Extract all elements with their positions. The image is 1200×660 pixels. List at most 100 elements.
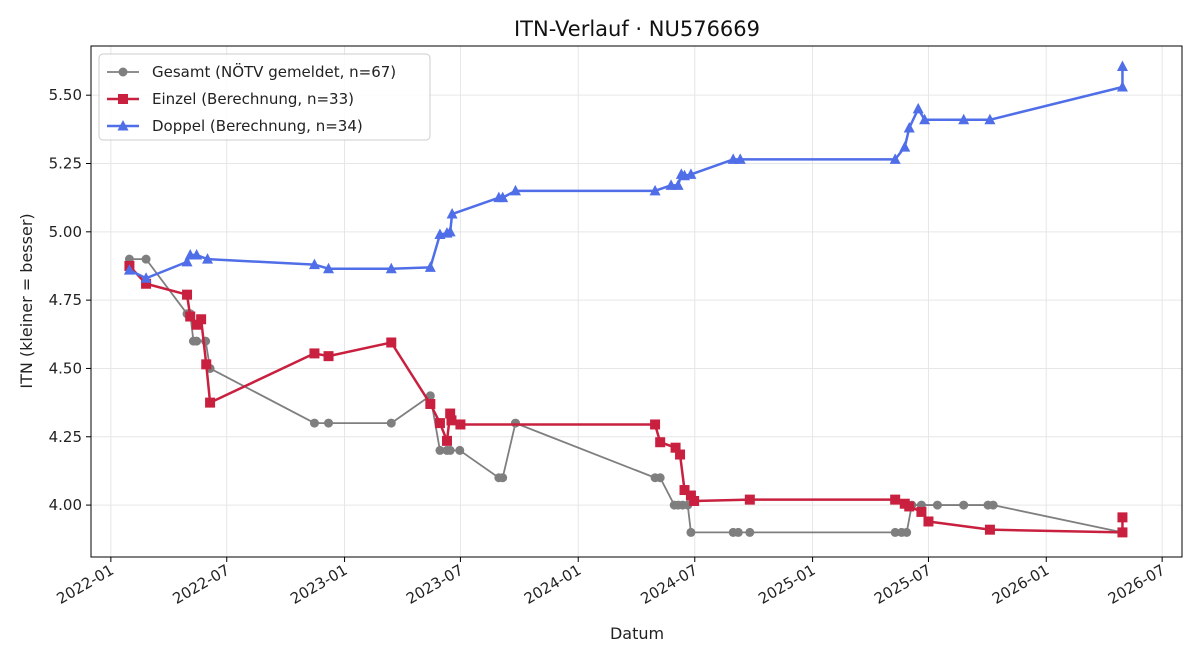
x-tick-label: 2024-07: [637, 561, 700, 608]
data-point: [191, 319, 202, 330]
data-point: [734, 153, 746, 164]
x-tick-label: 2022-01: [54, 561, 117, 608]
data-point: [424, 261, 436, 272]
data-point: [727, 153, 739, 164]
x-tick-label: 2022-07: [169, 561, 232, 608]
data-point: [903, 121, 915, 133]
data-point: [890, 527, 900, 537]
data-point: [455, 445, 465, 455]
x-axis-label: Datum: [610, 624, 664, 643]
data-point: [916, 506, 927, 517]
data-point: [670, 442, 681, 453]
data-point: [323, 262, 335, 274]
data-point: [899, 141, 911, 152]
legend-entry: [107, 67, 139, 77]
series-line: [128, 265, 1124, 534]
x-axis: 2022-01 2022-07 2023-01 2023-07 2024-01 2024-…: [54, 557, 1168, 608]
legend: Gesamt (NÖTV gemeldet, n=67) Einzel (Bere…: [98, 53, 431, 141]
data-point: [1117, 512, 1128, 523]
data-point: [733, 527, 743, 537]
data-point: [444, 225, 456, 237]
data-point: [988, 500, 998, 510]
y-tick-label: 4.00: [49, 496, 82, 514]
x-tick-label: 2026-07: [1105, 561, 1168, 608]
data-point: [509, 184, 521, 196]
x-tick-label: 2023-01: [287, 561, 350, 608]
data-point: [912, 102, 924, 114]
data-point: [309, 348, 320, 359]
data-point: [141, 254, 151, 264]
data-point: [201, 359, 212, 370]
data-point: [140, 272, 152, 283]
data-point: [672, 179, 684, 190]
data-point: [665, 179, 677, 190]
data-point: [455, 419, 466, 430]
series-triangle: [123, 60, 1128, 283]
data-point: [205, 397, 216, 408]
series-layer: [123, 60, 1128, 538]
legend-swatch-marker: [117, 120, 129, 131]
data-point: [185, 311, 196, 322]
data-point: [323, 351, 334, 362]
data-point: [446, 208, 458, 219]
data-point: [425, 398, 436, 409]
data-point: [141, 278, 152, 289]
data-point: [510, 418, 520, 428]
data-point: [649, 184, 661, 196]
data-point: [441, 435, 452, 446]
chart-title: ITN-Verlauf · NU576669: [514, 17, 760, 41]
data-point: [744, 494, 755, 505]
data-point: [650, 419, 661, 430]
data-point: [446, 415, 457, 426]
plot-frame: [90, 45, 1183, 558]
data-point: [385, 262, 397, 274]
data-point: [889, 153, 901, 164]
legend-label: Gesamt (NÖTV gemeldet, n=67): [152, 62, 396, 81]
data-point: [984, 524, 995, 535]
data-point: [902, 527, 912, 537]
y-tick-label: 4.25: [49, 428, 82, 446]
data-point: [445, 445, 455, 455]
legend-label: Doppel (Berechnung, n=34): [152, 117, 363, 135]
x-tick-label: 2026-01: [989, 561, 1052, 608]
y-tick-label: 4.50: [49, 359, 82, 377]
x-tick-label: 2024-01: [521, 561, 584, 608]
data-point: [192, 336, 202, 346]
legend-swatch-marker: [118, 67, 128, 77]
data-point: [434, 418, 445, 429]
data-point: [984, 113, 996, 125]
data-point: [202, 253, 214, 264]
data-point: [1116, 60, 1128, 71]
data-point: [686, 527, 696, 537]
data-point: [182, 289, 193, 300]
series-line: [128, 66, 1124, 280]
data-point: [308, 258, 320, 270]
data-point: [655, 473, 665, 483]
x-tick-label: 2025-01: [755, 561, 818, 608]
y-tick-label: 4.75: [49, 291, 82, 309]
grid: [91, 46, 1182, 557]
data-point: [745, 527, 755, 537]
x-tick-label: 2023-07: [403, 561, 466, 608]
data-point: [309, 418, 319, 428]
y-tick-label: 5.00: [49, 223, 82, 241]
data-point: [689, 495, 700, 506]
data-point: [1116, 80, 1128, 92]
x-tick-label: 2025-07: [871, 561, 934, 608]
legend-swatch-marker: [118, 94, 128, 104]
data-point: [123, 264, 135, 275]
data-point: [324, 418, 334, 428]
data-point: [890, 494, 901, 505]
data-point: [675, 449, 686, 460]
data-point: [191, 249, 203, 260]
data-point: [196, 314, 207, 325]
data-point: [923, 516, 934, 527]
data-point: [685, 490, 696, 501]
data-point: [425, 391, 435, 401]
data-point: [679, 485, 690, 496]
y-axis: 4.00 4.25 4.50 4.75 5.00 5.25 5.50: [49, 86, 91, 514]
y-axis-label: ITN (kleiner = besser): [17, 213, 36, 388]
y-tick-label: 5.25: [49, 155, 82, 173]
series-square: [124, 260, 1128, 538]
